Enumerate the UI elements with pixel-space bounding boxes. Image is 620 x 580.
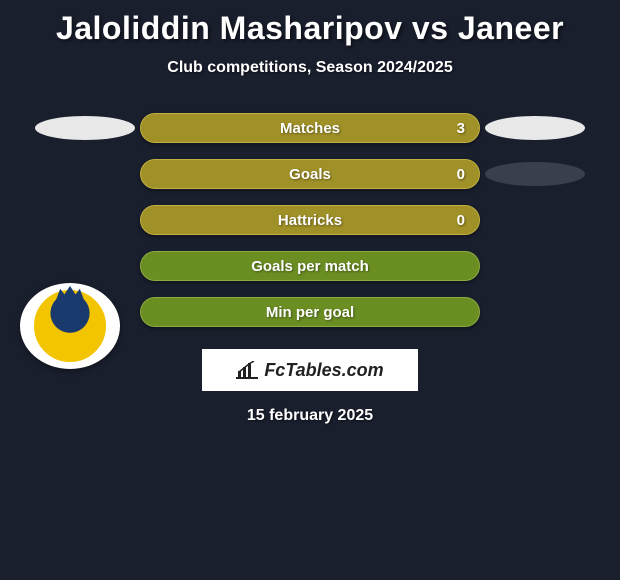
player-oval-left <box>35 116 135 140</box>
right-slot <box>480 246 590 286</box>
stat-bar-matches: Matches 3 <box>140 113 480 143</box>
stat-label: Matches <box>141 120 479 137</box>
stat-bar-goals: Goals 0 <box>140 159 480 189</box>
date-label: 15 february 2025 <box>0 407 620 425</box>
stat-row: Goals per match <box>10 243 610 289</box>
left-slot <box>30 108 140 148</box>
stat-label: Hattricks <box>141 212 479 229</box>
stats-area: Matches 3 Goals 0 Hattricks 0 Goals per … <box>0 105 620 335</box>
stat-row: Hattricks 0 <box>10 197 610 243</box>
brand-text: FcTables.com <box>264 360 383 381</box>
right-slot <box>480 292 590 332</box>
player-oval-right <box>485 116 585 140</box>
left-slot <box>30 154 140 194</box>
right-slot <box>480 108 590 148</box>
left-slot <box>30 200 140 240</box>
page-subtitle: Club competitions, Season 2024/2025 <box>0 59 620 77</box>
right-slot <box>480 154 590 194</box>
stat-row: Min per goal <box>10 289 610 335</box>
stat-value: 0 <box>457 212 465 229</box>
left-slot <box>30 292 140 332</box>
stat-value: 3 <box>457 120 465 137</box>
right-slot <box>480 200 590 240</box>
stat-value: 0 <box>457 166 465 183</box>
stat-bar-hattricks: Hattricks 0 <box>140 205 480 235</box>
page-title: Jaloliddin Masharipov vs Janeer <box>0 0 620 47</box>
stat-label: Goals <box>141 166 479 183</box>
stat-bar-min-per-goal: Min per goal <box>140 297 480 327</box>
player-oval-right <box>485 162 585 186</box>
stat-label: Min per goal <box>141 304 479 321</box>
stat-label: Goals per match <box>141 258 479 275</box>
brand-box[interactable]: FcTables.com <box>202 349 418 391</box>
stat-row: Matches 3 <box>10 105 610 151</box>
stat-bar-goals-per-match: Goals per match <box>140 251 480 281</box>
stat-row: Goals 0 <box>10 151 610 197</box>
left-slot <box>30 246 140 286</box>
bar-chart-icon <box>236 361 258 379</box>
